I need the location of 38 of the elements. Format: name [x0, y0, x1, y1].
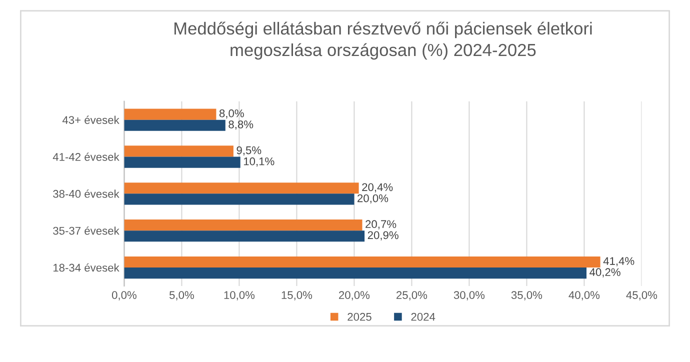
x-tick-label: 30,0%	[454, 291, 485, 300]
bar	[124, 120, 226, 131]
bar	[124, 268, 586, 279]
x-tick-label: 35,0%	[511, 291, 542, 300]
bar	[124, 182, 359, 194]
bar	[124, 108, 216, 120]
data-label: 40,2%	[590, 268, 620, 278]
legend-label: 2024	[411, 312, 436, 321]
x-tick-label: 25,0%	[396, 291, 428, 300]
x-tick-label: 15,0%	[282, 291, 312, 300]
y-tick-label: 18-34 évesek	[53, 263, 120, 272]
bar	[124, 194, 354, 205]
x-tick-label: 45,0%	[626, 291, 658, 300]
chart-title: Meddőségi ellátásban résztvevő női páciensek életkori megoszlása országosan (%) 2024-2025	[174, 22, 592, 60]
data-label: 10,1%	[244, 157, 274, 167]
y-tick-label: 38-40 évesek	[53, 190, 120, 198]
x-tick-label: 10,0%	[224, 291, 255, 300]
bar	[124, 220, 362, 231]
legend-label: 2025	[348, 312, 372, 321]
x-tick-label: 0,0%	[112, 291, 136, 300]
y-tick-label: 43+ évesek	[62, 116, 120, 124]
bar	[124, 256, 600, 268]
data-label: 20,7%	[366, 220, 396, 230]
data-label: 20,9%	[368, 231, 398, 240]
x-tick-label: 20,0%	[339, 291, 370, 300]
y-tick-label: 41-42 évesek	[52, 152, 120, 161]
bar	[124, 156, 240, 168]
data-label: 8,8%	[228, 120, 254, 130]
bar	[124, 230, 365, 242]
data-label: 9,5%	[236, 146, 262, 156]
data-label: 20,0%	[358, 194, 388, 204]
bar	[124, 146, 234, 157]
y-tick-label: 35-37 évesek	[53, 226, 120, 235]
data-label: 8,0%	[219, 109, 244, 119]
x-tick-label: 5,0%	[169, 291, 194, 300]
x-tick-label: 40,0%	[568, 291, 600, 300]
data-label: 41,4%	[603, 257, 634, 266]
data-label: 20,4%	[362, 183, 393, 192]
